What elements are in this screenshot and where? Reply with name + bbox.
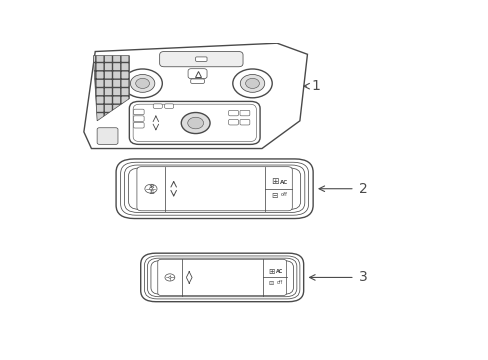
Text: ⊞: ⊞ bbox=[270, 177, 278, 186]
FancyBboxPatch shape bbox=[97, 128, 118, 144]
FancyBboxPatch shape bbox=[124, 165, 304, 212]
FancyBboxPatch shape bbox=[133, 109, 144, 115]
FancyBboxPatch shape bbox=[228, 120, 238, 125]
FancyBboxPatch shape bbox=[228, 110, 238, 116]
FancyBboxPatch shape bbox=[141, 253, 303, 302]
FancyBboxPatch shape bbox=[147, 258, 296, 297]
Circle shape bbox=[130, 75, 155, 92]
Circle shape bbox=[187, 117, 203, 129]
Text: AC: AC bbox=[279, 180, 287, 185]
Circle shape bbox=[181, 112, 210, 134]
Text: off: off bbox=[280, 192, 287, 197]
Circle shape bbox=[168, 276, 171, 278]
FancyBboxPatch shape bbox=[195, 57, 206, 61]
Text: off: off bbox=[276, 280, 282, 285]
FancyBboxPatch shape bbox=[128, 168, 300, 210]
FancyBboxPatch shape bbox=[164, 104, 173, 108]
Circle shape bbox=[122, 69, 162, 98]
Text: ⊟: ⊟ bbox=[271, 191, 277, 200]
FancyBboxPatch shape bbox=[240, 110, 249, 116]
Text: 3: 3 bbox=[358, 270, 366, 284]
Text: 1: 1 bbox=[311, 79, 320, 93]
FancyBboxPatch shape bbox=[190, 79, 204, 84]
Text: ❄̲: ❄̲ bbox=[148, 183, 154, 190]
Text: AC: AC bbox=[276, 269, 283, 274]
Text: ═: ═ bbox=[148, 189, 153, 195]
FancyBboxPatch shape bbox=[151, 261, 293, 294]
Circle shape bbox=[149, 188, 152, 190]
Circle shape bbox=[240, 75, 264, 92]
Circle shape bbox=[232, 69, 272, 98]
FancyBboxPatch shape bbox=[129, 102, 260, 144]
FancyBboxPatch shape bbox=[116, 159, 312, 219]
FancyBboxPatch shape bbox=[188, 69, 206, 79]
FancyBboxPatch shape bbox=[240, 120, 249, 125]
FancyBboxPatch shape bbox=[159, 51, 243, 67]
FancyBboxPatch shape bbox=[133, 116, 144, 121]
FancyBboxPatch shape bbox=[137, 167, 292, 211]
Text: ⊟: ⊟ bbox=[268, 281, 273, 286]
Text: 2: 2 bbox=[358, 182, 366, 196]
FancyBboxPatch shape bbox=[144, 256, 299, 299]
Circle shape bbox=[245, 78, 259, 89]
Polygon shape bbox=[84, 43, 307, 149]
Polygon shape bbox=[93, 56, 129, 121]
FancyBboxPatch shape bbox=[121, 162, 308, 215]
FancyBboxPatch shape bbox=[153, 104, 162, 108]
Text: ⊞: ⊞ bbox=[268, 267, 274, 276]
Circle shape bbox=[136, 78, 149, 89]
FancyBboxPatch shape bbox=[133, 122, 144, 128]
FancyBboxPatch shape bbox=[158, 259, 286, 296]
